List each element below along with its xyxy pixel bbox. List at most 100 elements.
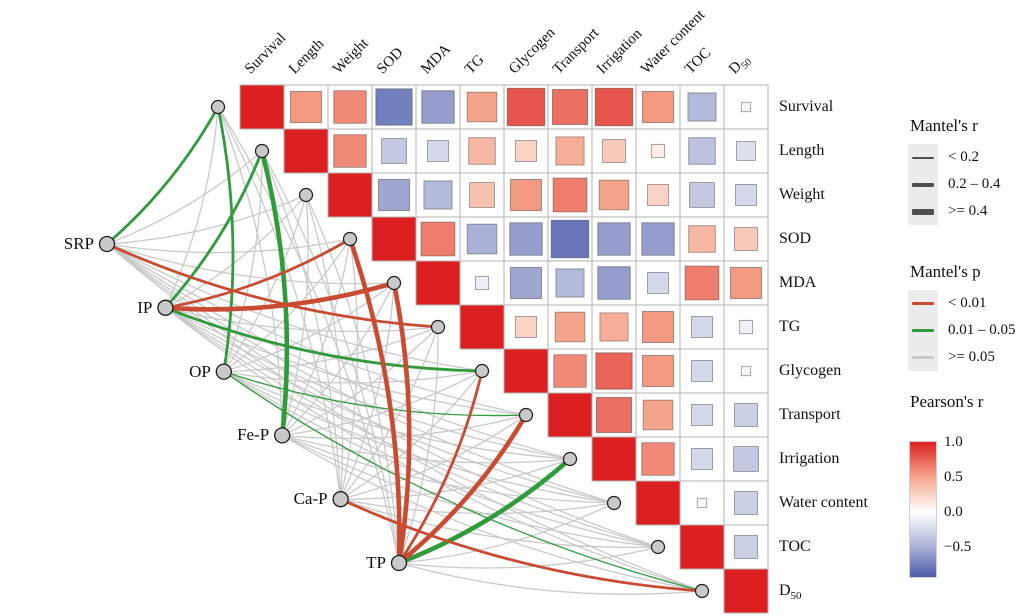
matrix-variable-node — [386, 275, 402, 291]
correlation-square — [642, 91, 674, 123]
legend-pearson-title: Pearson's r — [910, 392, 984, 411]
mantel-edge — [339, 458, 571, 500]
mantel-edge — [398, 546, 659, 569]
mantel-edge — [339, 282, 395, 500]
mantel-edge — [396, 412, 529, 566]
matrix-diagonal-cell — [591, 436, 637, 482]
green-line-icon — [908, 317, 938, 344]
correlation-square — [733, 446, 759, 472]
mantel-edge — [223, 326, 439, 373]
mantel-edge — [259, 148, 290, 438]
correlation-square — [333, 90, 367, 124]
mantel-edge — [217, 106, 283, 437]
mantel-edge — [305, 194, 400, 564]
env-node-label: Ca-P — [293, 489, 328, 509]
matrix-diagonal-cell — [415, 260, 461, 306]
correlation-square — [599, 312, 629, 342]
matrix-diagonal-cell — [239, 84, 285, 130]
matrix-variable-node — [342, 231, 358, 247]
correlation-square — [290, 91, 322, 123]
mantel-edge — [281, 282, 395, 437]
correlation-square — [595, 352, 633, 390]
correlation-square — [684, 265, 720, 301]
correlation-square — [688, 137, 716, 165]
matrix-variable-node — [210, 99, 226, 115]
matrix-cell — [459, 260, 505, 306]
matrix-diagonal-cell — [459, 304, 505, 350]
legend-item-mantel-r-low: < 0.2 — [898, 144, 1001, 171]
mantel-edge — [347, 236, 402, 566]
legend-item-mantel-p-ns: >= 0.05 — [898, 344, 1016, 371]
correlation-square — [691, 448, 713, 470]
mantel-edge — [305, 194, 344, 500]
row-label: Glycogen — [779, 362, 842, 379]
mantel-edge — [339, 498, 659, 549]
mantel-edge — [281, 238, 351, 437]
correlation-square — [650, 143, 666, 159]
mantel-edge — [106, 150, 263, 245]
mantel-edge — [164, 306, 484, 373]
mantel-edge — [106, 243, 395, 285]
correlation-square — [555, 136, 585, 166]
correlation-square — [510, 179, 542, 211]
row-label: Survival — [779, 98, 834, 115]
correlation-square — [378, 179, 410, 211]
matrix-diagonal-cell — [679, 524, 725, 570]
mantel-edge — [164, 149, 264, 310]
correlation-square — [594, 87, 634, 127]
correlation-square — [736, 141, 756, 161]
colorbar-tick-label: 0.5 — [944, 469, 963, 485]
correlation-square — [553, 354, 587, 388]
legend-item-mantel-p-mid: 0.01 – 0.05 — [898, 317, 1016, 344]
correlation-square — [554, 311, 586, 343]
matrix-variable-node — [518, 407, 534, 423]
correlation-square — [597, 222, 631, 256]
correlation-square — [642, 311, 674, 343]
colorbar-tick-label: −0.5 — [944, 539, 972, 555]
mantel-edge — [281, 326, 439, 437]
correlation-square — [696, 497, 708, 509]
correlation-square — [647, 272, 669, 294]
mantel-edge — [106, 243, 571, 460]
correlation-square — [381, 138, 407, 164]
correlation-square — [427, 140, 449, 162]
row-label: TOC — [779, 538, 811, 555]
correlation-square — [740, 365, 752, 377]
correlation-square — [734, 535, 758, 559]
correlation-square — [474, 275, 490, 291]
mantel-edge — [223, 370, 615, 504]
legend-pearson-r: Pearson's r — [898, 392, 983, 420]
correlation-square — [641, 222, 675, 256]
row-label: Transport — [779, 406, 841, 423]
correlation-square — [509, 222, 543, 256]
line-width-thick-icon — [908, 198, 938, 225]
row-label: SOD — [779, 230, 812, 247]
correlation-square — [602, 139, 626, 163]
row-label: D50 — [779, 582, 802, 603]
matrix-variable-node — [562, 451, 578, 467]
mantel-edge — [391, 280, 412, 566]
mantel-edge — [396, 456, 573, 566]
legend-item-mantel-r-high: >= 0.4 — [898, 198, 1001, 225]
env-node — [332, 491, 349, 508]
correlation-square — [642, 355, 674, 387]
correlation-square — [642, 399, 674, 431]
correlation-square — [735, 184, 757, 206]
correlation-square — [738, 319, 754, 335]
env-node-label: SRP — [63, 234, 94, 253]
mantel-edge — [339, 414, 527, 500]
mantel-edge — [164, 307, 527, 416]
mantel-edge — [223, 370, 527, 417]
correlation-square — [515, 316, 537, 338]
correlation-square — [515, 140, 537, 162]
correlation-square — [466, 223, 498, 255]
correlation-square — [510, 267, 542, 299]
legend-item-mantel-p-sig: < 0.01 — [898, 290, 1016, 317]
correlation-square — [555, 268, 585, 298]
mantel-edge — [281, 414, 527, 440]
mantel-edge — [223, 370, 659, 548]
mantel-edge — [281, 434, 571, 464]
mantel-edge — [164, 106, 219, 309]
mantel-edge — [339, 497, 704, 593]
matrix-diagonal-cell — [283, 128, 329, 174]
